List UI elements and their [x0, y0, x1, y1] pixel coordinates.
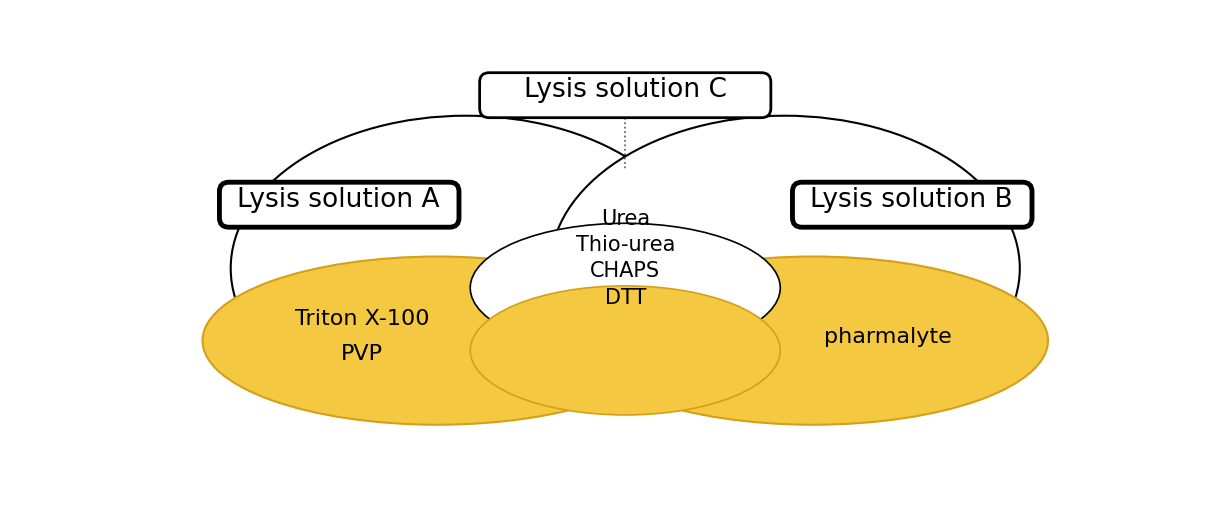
FancyBboxPatch shape: [479, 73, 771, 118]
Text: Thio-urea: Thio-urea: [576, 235, 675, 255]
FancyBboxPatch shape: [220, 182, 459, 227]
Text: PVP: PVP: [342, 344, 383, 364]
Text: Lysis solution B: Lysis solution B: [810, 187, 1013, 213]
Text: CHAPS: CHAPS: [590, 262, 660, 281]
Ellipse shape: [550, 116, 1020, 421]
Text: DTT: DTT: [605, 288, 645, 308]
Text: Urea: Urea: [600, 209, 650, 230]
Text: Triton X-100: Triton X-100: [295, 309, 429, 329]
Text: Lysis solution C: Lysis solution C: [523, 77, 727, 103]
FancyBboxPatch shape: [793, 182, 1032, 227]
Ellipse shape: [470, 224, 781, 353]
Ellipse shape: [470, 286, 781, 415]
Text: pharmalyte: pharmalyte: [825, 327, 952, 347]
Ellipse shape: [231, 116, 700, 421]
Text: Lysis solution A: Lysis solution A: [238, 187, 440, 213]
Ellipse shape: [203, 257, 672, 425]
Ellipse shape: [578, 257, 1048, 425]
